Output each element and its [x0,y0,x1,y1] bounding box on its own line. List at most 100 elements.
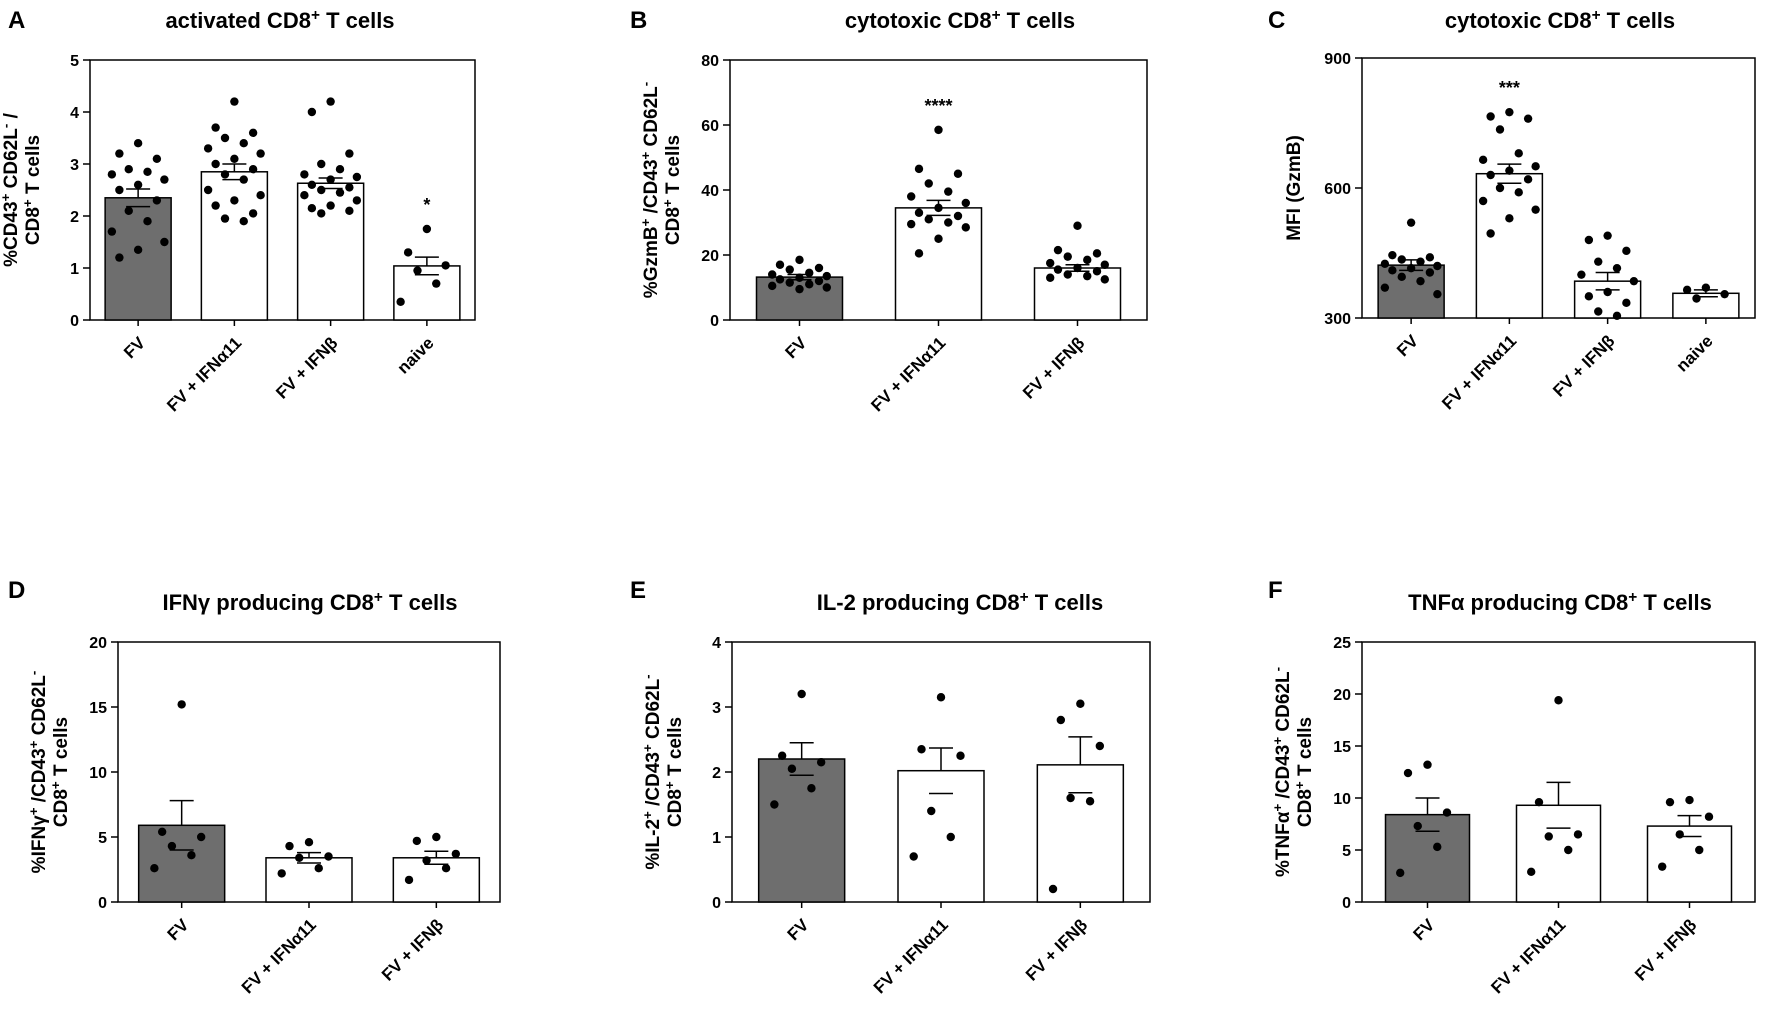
data-point [956,751,965,760]
y-tick-label: 0 [712,895,721,912]
bar [1573,280,1642,319]
data-point [133,139,143,148]
x-category-label: FV [164,915,193,944]
data-point [944,187,953,196]
x-category-label: FV [1393,331,1422,360]
bar [1384,813,1471,903]
data-point [317,209,326,218]
data-point [917,745,926,754]
data-point [404,875,414,885]
data-point [230,196,239,205]
data-point [1076,699,1085,708]
data-point [785,278,794,287]
data-point [203,185,213,195]
data-point [412,836,422,846]
bar [104,197,172,321]
y-tick-label: 1 [70,261,79,278]
data-point [335,188,345,197]
data-point [785,265,794,274]
data-point [777,751,787,760]
y-tick-label: 0 [98,895,107,912]
data-point [107,170,117,179]
data-point [1396,868,1405,878]
x-category-label: FV + IFNα11 [1438,331,1520,413]
data-point [1397,255,1406,264]
data-point [403,248,413,257]
y-tick-label: 2 [70,209,79,226]
chart-title: cytotoxic CD8+ T cells [845,7,1075,34]
data-point [307,180,317,189]
data-point [775,260,785,269]
data-point [451,849,461,859]
data-point [220,133,230,143]
data-point [1554,696,1563,705]
y-axis-label: %CD43+ CD62L- / [0,112,22,266]
data-point [961,198,970,208]
data-point [345,149,354,158]
x-category-label: FV + IFNβ [1019,333,1088,402]
data-point [1695,845,1704,855]
data-point [953,211,963,221]
chart-panel-f: F TNFα producing CD8+ T cells 0 5 10 15 20 25 %T… [1268,577,1756,997]
y-tick-label: 0 [710,313,719,330]
data-point [133,245,143,254]
data-point [432,832,441,842]
x-category-label: naive [394,333,438,377]
data-point [248,128,258,137]
significance-marker: * [423,195,430,215]
data-point [1584,292,1594,301]
y-axis-label: %IL-2+ /CD43+ CD62L- [640,674,665,869]
data-point [1063,270,1072,279]
data-point [1622,246,1631,256]
data-point [1629,276,1639,286]
x-category-label: FV + IFNβ [1631,915,1700,984]
data-point [1594,307,1603,316]
data-point [1442,808,1452,817]
data-point [1388,266,1397,275]
data-point [1416,257,1425,266]
data-point [787,764,797,773]
data-point [807,784,816,793]
data-point [1682,285,1692,295]
data-point [1416,276,1425,286]
data-point [422,856,431,865]
x-category-label: FV [120,333,149,362]
data-point [167,841,177,851]
y-tick-label: 300 [1324,311,1351,328]
y-tick-label: 5 [70,53,79,70]
data-point [1573,830,1583,839]
data-point [1603,287,1612,297]
y-axis-label: %TNFα+ /CD43+ CD62L- [1270,667,1295,877]
data-point [1100,275,1110,284]
panel-label: D [8,577,25,604]
data-point [1534,797,1544,807]
data-point [307,107,317,117]
x-category-label: FV [782,333,811,362]
data-point [1531,162,1540,171]
bar [897,769,985,903]
data-point [326,175,335,184]
significance-marker: **** [924,96,952,116]
y-tick-label: 900 [1324,51,1351,68]
data-point [150,864,159,873]
data-point [203,144,213,153]
data-point [797,689,806,699]
data-point [1478,155,1488,165]
data-point [1704,812,1714,821]
data-point [196,832,206,842]
data-point [1066,793,1075,803]
data-point [1486,170,1495,180]
data-point [1675,830,1684,839]
data-point [211,123,220,132]
data-point [814,276,824,286]
data-point [1433,842,1442,852]
data-point [1523,114,1533,123]
data-point [1380,259,1390,269]
data-point [1056,715,1066,725]
data-point [914,208,924,217]
y-tick-label: 1 [712,830,721,847]
data-point [115,149,124,158]
data-point [1388,250,1397,260]
x-category-label: FV + IFNα11 [870,915,952,997]
